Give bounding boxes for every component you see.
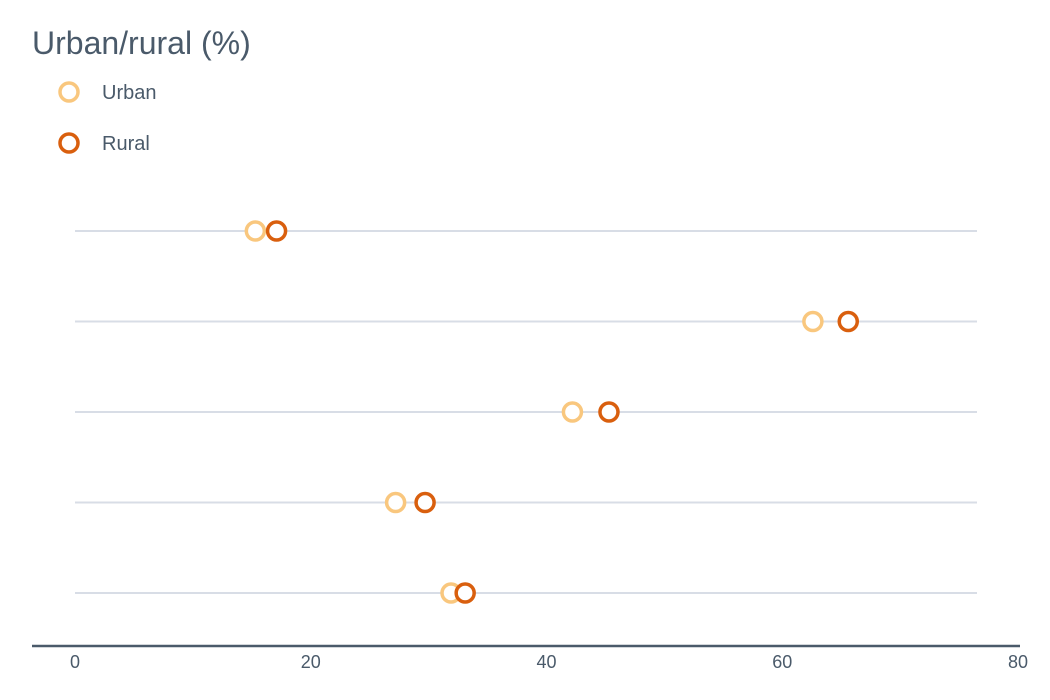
point-rural-row-2[interactable] [837, 310, 860, 333]
point-urban-row-3[interactable] [561, 401, 584, 423]
point-urban-row-1[interactable] [244, 220, 267, 242]
legend-label-urban: Urban [102, 82, 156, 104]
x-tick-label: 0 [70, 652, 80, 672]
point-urban-row-4[interactable] [384, 491, 407, 514]
point-rural-row-5[interactable] [454, 582, 476, 604]
legend-item-rural[interactable]: Rural [58, 132, 150, 155]
x-tick-label: 20 [301, 652, 321, 672]
legend-label-rural: Rural [102, 133, 150, 155]
legend-marker-rural [58, 132, 80, 154]
point-urban-row-2[interactable] [802, 310, 824, 333]
chart-title: Urban/rural (%) [32, 25, 251, 61]
point-rural-row-3[interactable] [598, 401, 620, 423]
x-tick-label: 40 [536, 652, 556, 672]
point-rural-row-4[interactable] [414, 491, 436, 514]
x-tick-label: 80 [1008, 652, 1028, 672]
x-axis: 0 20 40 60 80 [32, 644, 1028, 672]
legend-marker-urban [58, 81, 80, 103]
legend: Urban Rural [58, 81, 156, 155]
gridlines [75, 230, 977, 594]
legend-item-urban[interactable]: Urban [58, 81, 156, 104]
x-tick-label: 60 [772, 652, 792, 672]
data-marks [244, 220, 860, 604]
point-rural-row-1[interactable] [265, 220, 288, 242]
